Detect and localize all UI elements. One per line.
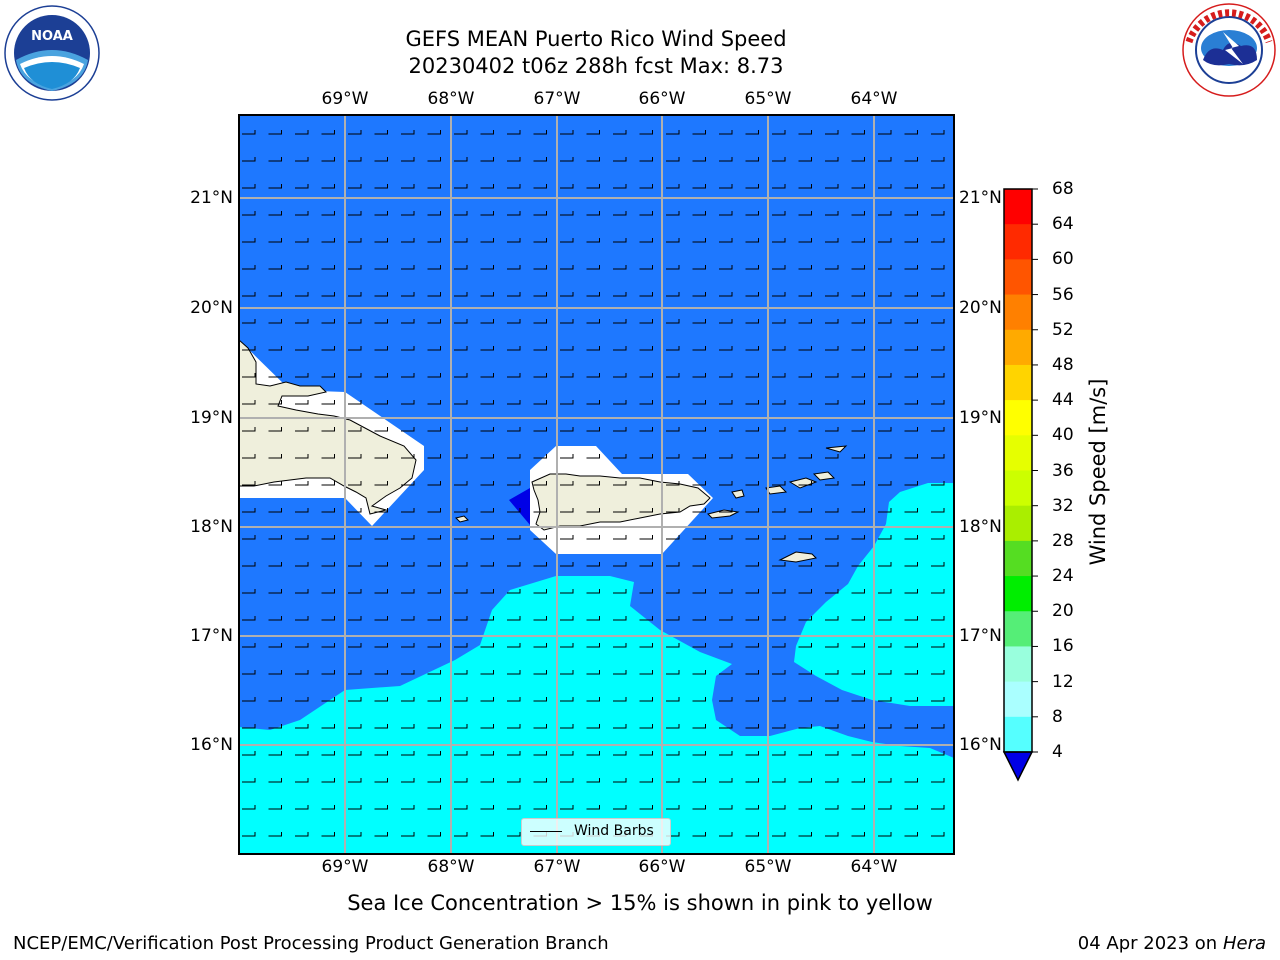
colorbar-tick-label: 44 bbox=[1052, 390, 1074, 411]
lat-label-left: 16°N bbox=[190, 735, 233, 755]
noaa-logo: NOAA bbox=[4, 5, 100, 101]
colorbar-segment bbox=[1004, 470, 1032, 507]
lon-label-top: 68°W bbox=[427, 89, 475, 109]
chart-title: GEFS MEAN Puerto Rico Wind Speed bbox=[405, 27, 787, 51]
lat-label-right: 19°N bbox=[959, 408, 1002, 428]
colorbar-label: Wind Speed [m/s] bbox=[1086, 378, 1110, 566]
lon-label-bottom: 65°W bbox=[744, 857, 792, 877]
lon-label-bottom: 66°W bbox=[638, 857, 686, 877]
colorbar-segment bbox=[1004, 576, 1032, 612]
colorbar-segment bbox=[1004, 611, 1032, 647]
colorbar-tick-label: 24 bbox=[1052, 566, 1074, 587]
lat-label-left: 17°N bbox=[190, 626, 233, 646]
wind-barb-legend-line bbox=[530, 831, 562, 832]
colorbar-tick-label: 32 bbox=[1052, 495, 1074, 516]
colorbar-segment bbox=[1004, 716, 1032, 753]
colorbar-segment bbox=[1004, 681, 1032, 718]
lon-label-top: 69°W bbox=[321, 89, 369, 109]
colorbar-tick-label: 52 bbox=[1052, 319, 1074, 340]
svg-text:NOAA: NOAA bbox=[31, 29, 73, 44]
lon-label-top: 65°W bbox=[744, 89, 792, 109]
lat-label-right: 18°N bbox=[959, 517, 1002, 537]
lon-label-top: 64°W bbox=[850, 89, 898, 109]
lon-label-top: 67°W bbox=[533, 89, 581, 109]
colorbar-tick-label: 40 bbox=[1052, 425, 1074, 446]
colorbar-segment bbox=[1004, 189, 1032, 225]
colorbar-segment bbox=[1004, 400, 1032, 436]
footer-date: 04 Apr 2023 on Hera bbox=[1078, 933, 1266, 954]
colorbar-segment bbox=[1004, 364, 1032, 401]
colorbar-frame bbox=[1003, 188, 1033, 753]
colorbar-tick-label: 48 bbox=[1052, 354, 1074, 375]
colorbar-tick-label: 60 bbox=[1052, 249, 1074, 270]
lon-label-bottom: 68°W bbox=[427, 857, 475, 877]
colorbar-segment bbox=[1004, 435, 1032, 471]
lon-label-bottom: 69°W bbox=[321, 857, 369, 877]
colorbar-segment bbox=[1004, 224, 1032, 260]
lat-label-right: 21°N bbox=[959, 188, 1002, 208]
colorbar-tick-label: 28 bbox=[1052, 530, 1074, 551]
lat-label-left: 18°N bbox=[190, 517, 233, 537]
colorbar-segment bbox=[1004, 294, 1032, 331]
lon-label-bottom: 67°W bbox=[533, 857, 581, 877]
colorbar-under-extension bbox=[1002, 751, 1034, 782]
lon-label-bottom: 64°W bbox=[850, 857, 898, 877]
colorbar-segment bbox=[1004, 505, 1032, 542]
colorbar-tick-label: 20 bbox=[1052, 601, 1074, 622]
wind-barbs bbox=[239, 115, 954, 854]
caption: Sea Ice Concentration > 15% is shown in … bbox=[347, 891, 933, 915]
colorbar-tick-label: 4 bbox=[1052, 742, 1063, 762]
colorbar-tick-label: 64 bbox=[1052, 214, 1074, 235]
footer-date-text: 04 Apr 2023 on bbox=[1077, 933, 1223, 954]
legend-label: Wind Barbs bbox=[574, 823, 654, 839]
colorbar-tick-label: 16 bbox=[1052, 636, 1074, 657]
gridlines bbox=[239, 115, 954, 854]
footer-branch: NCEP/EMC/Verification Post Processing Pr… bbox=[13, 933, 609, 954]
lat-label-left: 20°N bbox=[190, 298, 233, 318]
lat-label-left: 19°N bbox=[190, 408, 233, 428]
colorbar-tick-label: 12 bbox=[1052, 671, 1074, 692]
footer-host: Hera bbox=[1222, 933, 1266, 954]
lat-label-right: 16°N bbox=[959, 735, 1002, 755]
colorbar-tick-label: 36 bbox=[1052, 460, 1074, 481]
lat-label-right: 20°N bbox=[959, 298, 1002, 318]
map-legend: Wind Barbs bbox=[521, 818, 671, 846]
lat-label-left: 21°N bbox=[190, 188, 233, 208]
colorbar-tick-label: 8 bbox=[1052, 706, 1063, 727]
colorbar-segment bbox=[1004, 540, 1032, 577]
chart-subtitle: 20230402 t06z 288h fcst Max: 8.73 bbox=[408, 54, 784, 78]
lon-label-top: 66°W bbox=[638, 89, 686, 109]
colorbar-segment bbox=[1004, 329, 1032, 366]
colorbar-tick-label: 56 bbox=[1052, 284, 1074, 305]
nws-logo bbox=[1182, 3, 1276, 97]
colorbar bbox=[1004, 188, 1038, 753]
colorbar-segment bbox=[1004, 646, 1032, 683]
colorbar-segment bbox=[1004, 259, 1032, 296]
lat-label-right: 17°N bbox=[959, 626, 1002, 646]
colorbar-tick-label: 68 bbox=[1052, 179, 1074, 199]
map-frame bbox=[238, 114, 955, 855]
